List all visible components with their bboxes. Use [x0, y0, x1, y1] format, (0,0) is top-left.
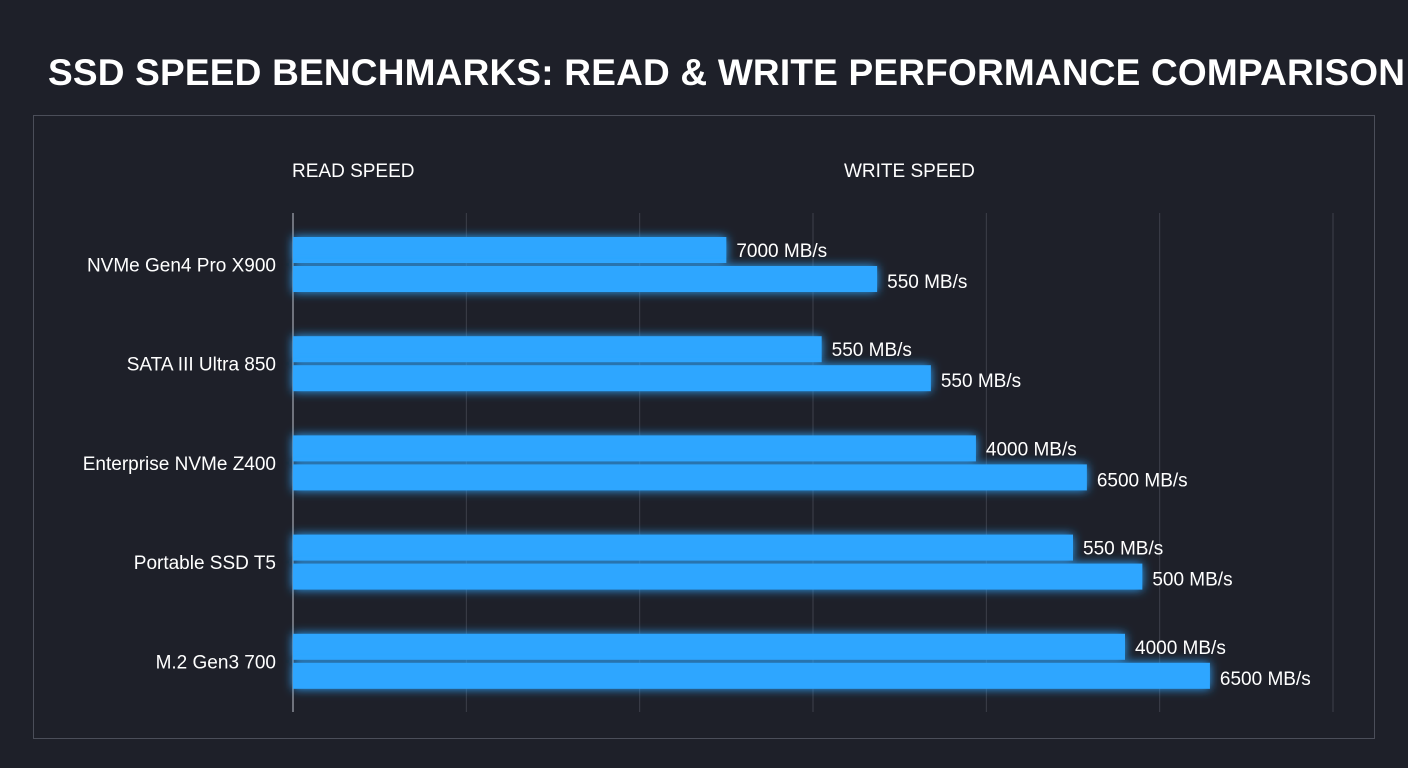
- labels: NVMe Gen4 Pro X900 7000 MB/s 550 MB/s SATA …: [83, 241, 1311, 690]
- data-label: 6500 MB/s: [1220, 669, 1311, 690]
- data-label: 550 MB/s: [887, 272, 967, 293]
- read-speed-header: READ SPEED: [292, 161, 414, 182]
- write-speed-bar: [293, 662, 1210, 689]
- data-label: 4000 MB/s: [1135, 638, 1226, 659]
- data-label: 550 MB/s: [941, 371, 1021, 392]
- read-speed-bar: [293, 237, 727, 263]
- write-speed-bar: [293, 563, 1143, 590]
- data-label: 6500 MB/s: [1097, 470, 1188, 491]
- read-speed-bar: [293, 336, 822, 363]
- chart-frame: [33, 115, 1375, 739]
- bars: [293, 237, 1210, 689]
- data-label: 4000 MB/s: [986, 439, 1077, 460]
- write-speed-header: WRITE SPEED: [844, 161, 975, 182]
- gridlines: [292, 213, 1334, 712]
- category-label: M.2 Gen3 700: [156, 652, 276, 673]
- data-label: 550 MB/s: [832, 340, 912, 361]
- chart-title: SSD SPEED BENCHMARKS: READ & WRITE PERFO…: [48, 52, 1406, 93]
- read-speed-bar: [293, 534, 1073, 561]
- category-label: SATA III Ultra 850: [127, 355, 276, 376]
- data-label: 500 MB/s: [1152, 570, 1232, 591]
- write-speed-bar: [293, 365, 931, 392]
- category-label: NVMe Gen4 Pro X900: [87, 256, 276, 277]
- write-speed-bar: [293, 464, 1087, 491]
- data-label: 550 MB/s: [1083, 539, 1163, 560]
- data-label: 7000 MB/s: [736, 241, 827, 262]
- write-speed-bar: [293, 266, 878, 292]
- read-speed-bar: [293, 435, 976, 462]
- read-speed-bar: [293, 633, 1125, 660]
- category-label: Enterprise NVMe Z400: [83, 454, 276, 475]
- category-label: Portable SSD T5: [134, 553, 276, 574]
